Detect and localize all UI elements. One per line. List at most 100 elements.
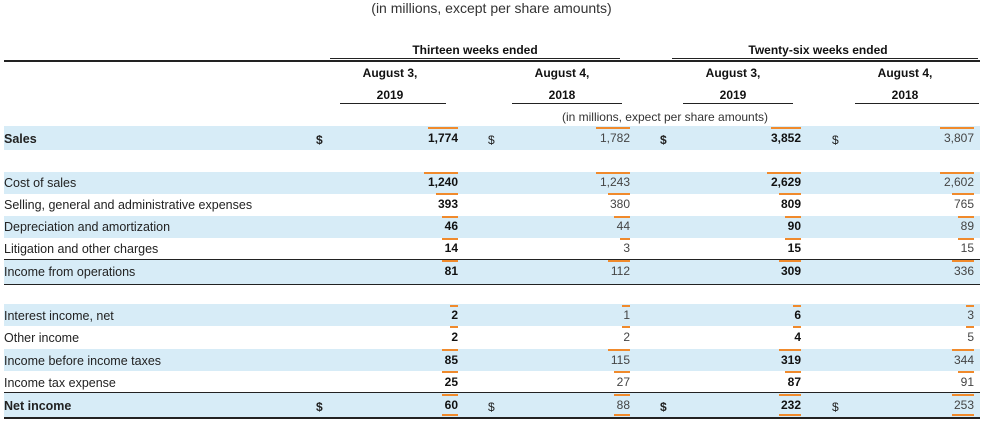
- col-header-3-year: 2019: [719, 88, 747, 102]
- table-cell: 6: [794, 308, 801, 322]
- row-band-cost-of-sales: [4, 172, 980, 194]
- table-cell: 765: [953, 197, 974, 211]
- col-header-1-date: August 3,: [362, 66, 418, 80]
- row-band-income-from-operations: [4, 260, 980, 284]
- value-underline: [952, 349, 974, 351]
- value-underline: [785, 371, 801, 373]
- row-label: Income before income taxes: [4, 354, 162, 368]
- currency-symbol: $: [660, 400, 667, 414]
- value-underline: [614, 394, 630, 396]
- value-underline: [771, 127, 801, 129]
- table-cell: 15: [960, 241, 974, 255]
- value-underline: [622, 305, 630, 307]
- table-cell: 27: [616, 375, 630, 389]
- table-cell: 88: [616, 398, 630, 412]
- value-underline: [793, 326, 801, 328]
- value-underline: [614, 371, 630, 373]
- value-underline: [779, 193, 801, 195]
- table-cell: 1,774: [427, 131, 458, 145]
- table-cell: 4: [794, 330, 801, 344]
- table-bottom-rule: [4, 417, 980, 419]
- table-cell: 344: [953, 353, 974, 367]
- table-cell: 1,243: [599, 175, 630, 189]
- table-cell: 1: [623, 308, 630, 322]
- group-header-thirteen-weeks: Thirteen weeks ended: [412, 43, 538, 57]
- value-underline: [779, 260, 801, 262]
- value-underline: [958, 238, 974, 240]
- section-rule: [4, 284, 980, 285]
- value-underline: [608, 349, 630, 351]
- table-cell: 87: [787, 375, 801, 389]
- value-underline: [596, 172, 630, 174]
- row-label: Income tax expense: [4, 376, 116, 390]
- table-cell: 3,852: [770, 131, 801, 145]
- table-cell: 91: [960, 375, 974, 389]
- row-label: Income from operations: [4, 265, 136, 279]
- currency-symbol: $: [316, 133, 323, 147]
- value-underline: [940, 172, 974, 174]
- value-underline: [424, 172, 458, 174]
- value-double-underline: [779, 414, 801, 416]
- table-cell: 15: [787, 241, 801, 255]
- table-cell: 309: [780, 264, 801, 278]
- table-cell: 336: [953, 264, 974, 278]
- table-subcaption: (in millions, expect per share amounts): [561, 110, 769, 124]
- table-cell: 112: [610, 264, 630, 278]
- col-header-1-year: 2019: [376, 88, 404, 102]
- currency-symbol: $: [832, 133, 839, 147]
- table-cell: 25: [444, 375, 458, 389]
- row-label: Selling, general and administrative expe…: [4, 198, 253, 212]
- table-cell: 5: [967, 330, 974, 344]
- value-underline: [779, 394, 801, 396]
- col-header-2-date: August 4,: [534, 66, 590, 80]
- col-header-2-rule: [512, 103, 622, 104]
- table-cell: 2: [451, 308, 458, 322]
- group-underline-twenty-six-weeks: [672, 58, 978, 59]
- value-double-underline: [442, 414, 458, 416]
- table-cell: 90: [787, 219, 801, 233]
- value-underline: [608, 260, 630, 262]
- value-underline: [952, 394, 974, 396]
- group-underline-thirteen-weeks: [330, 58, 620, 59]
- table-cell: 380: [609, 197, 630, 211]
- table-cell: 3: [623, 241, 630, 255]
- value-underline: [785, 216, 801, 218]
- col-header-3-rule: [683, 103, 793, 104]
- value-underline: [966, 326, 974, 328]
- value-underline: [767, 172, 801, 174]
- header-top-rule: [4, 60, 980, 62]
- currency-symbol: $: [316, 400, 323, 414]
- table-cell: 85: [444, 353, 458, 367]
- value-underline: [450, 326, 458, 328]
- col-header-1-rule: [340, 103, 446, 104]
- row-band-sales: [4, 126, 980, 150]
- row-label: Litigation and other charges: [4, 242, 159, 256]
- table-cell: 253: [953, 398, 974, 412]
- value-underline: [614, 216, 630, 218]
- subtotal-rule: [4, 259, 980, 260]
- table-cell: 809: [780, 197, 801, 211]
- row-label: Depreciation and amortization: [4, 220, 171, 234]
- table-cell: 1,782: [599, 131, 630, 145]
- table-cell: 1,240: [427, 175, 458, 189]
- table-cell: 44: [616, 219, 630, 233]
- value-underline: [966, 305, 974, 307]
- col-header-3-date: August 3,: [705, 66, 761, 80]
- row-band-net-income: [4, 393, 980, 417]
- value-underline: [442, 216, 458, 218]
- value-underline: [442, 260, 458, 262]
- row-label: Sales: [4, 132, 37, 146]
- currency-symbol: $: [832, 400, 839, 414]
- row-label: Net income: [4, 399, 72, 413]
- table-caption: (in millions, except per share amounts): [371, 0, 612, 16]
- table-cell: 14: [444, 241, 458, 255]
- value-underline: [596, 127, 630, 129]
- col-header-2-year: 2018: [548, 88, 576, 102]
- value-double-underline: [952, 414, 974, 416]
- row-label: Other income: [4, 331, 80, 345]
- table-cell: 319: [780, 353, 801, 367]
- table-cell: 60: [444, 398, 458, 412]
- table-cell: 2: [451, 330, 458, 344]
- value-underline: [952, 260, 974, 262]
